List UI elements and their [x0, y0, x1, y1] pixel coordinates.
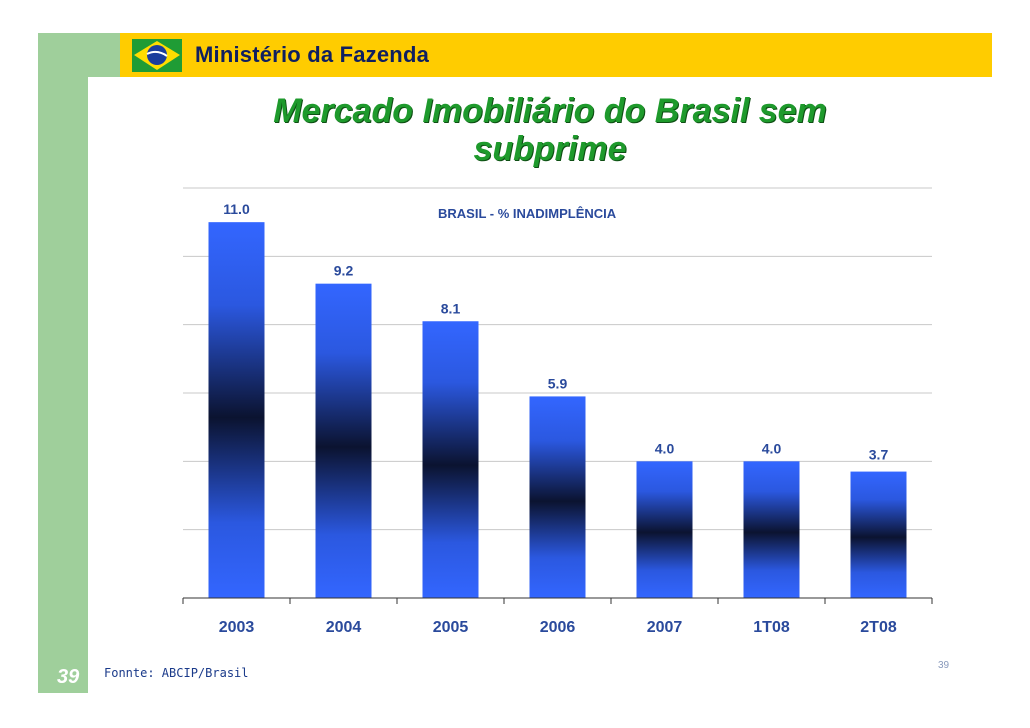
value-label-2T08: 3.7 [869, 447, 889, 463]
value-label-2004: 9.2 [334, 263, 354, 279]
page-number: 39 [57, 666, 80, 688]
value-label-2007: 4.0 [655, 440, 675, 456]
x-tick-label-2006: 2006 [540, 619, 576, 636]
bars [208, 222, 907, 598]
value-label-2005: 8.1 [441, 300, 461, 316]
ministry-logo-icon [132, 39, 182, 72]
value-label-2003: 11.0 [223, 201, 250, 217]
header-corner-strip [88, 33, 120, 77]
x-tick-label-2005: 2005 [433, 619, 469, 636]
x-tick-label-1T08: 1T08 [753, 619, 790, 636]
value-label-1T08: 4.0 [762, 440, 782, 456]
bar-2003 [208, 222, 265, 598]
gridlines [183, 187, 932, 531]
bar-2007 [636, 461, 693, 598]
x-tick-label-2T08: 2T08 [860, 619, 897, 636]
ministry-name: Ministério da Fazenda [195, 42, 430, 67]
bar-2006 [529, 396, 586, 598]
header-bar [120, 33, 992, 77]
x-tick-labels: 2003 2004 2005 2006 2007 1T08 2T08 [219, 619, 897, 636]
slide-number: 39 [938, 660, 950, 671]
source-note: Fonnte: ABCIP/Brasil [104, 666, 249, 680]
slide-title: Mercado Imobiliário do Brasil sem subpri… [273, 92, 827, 168]
x-tick-label-2007: 2007 [647, 619, 683, 636]
bar-2004 [315, 283, 372, 598]
left-green-strip [38, 33, 88, 693]
x-axis-ticks [182, 598, 933, 604]
value-label-2006: 5.9 [548, 375, 568, 391]
x-tick-label-2003: 2003 [219, 619, 255, 636]
bar-1T08 [743, 461, 800, 598]
bar-2T08 [850, 471, 907, 598]
chart-title: BRASIL - % INADIMPLÊNCIA [438, 206, 617, 221]
bar-2005 [422, 321, 479, 598]
x-tick-label-2004: 2004 [326, 619, 362, 636]
value-labels: 11.0 9.2 8.1 5.9 4.0 4.0 3.7 [223, 201, 888, 462]
